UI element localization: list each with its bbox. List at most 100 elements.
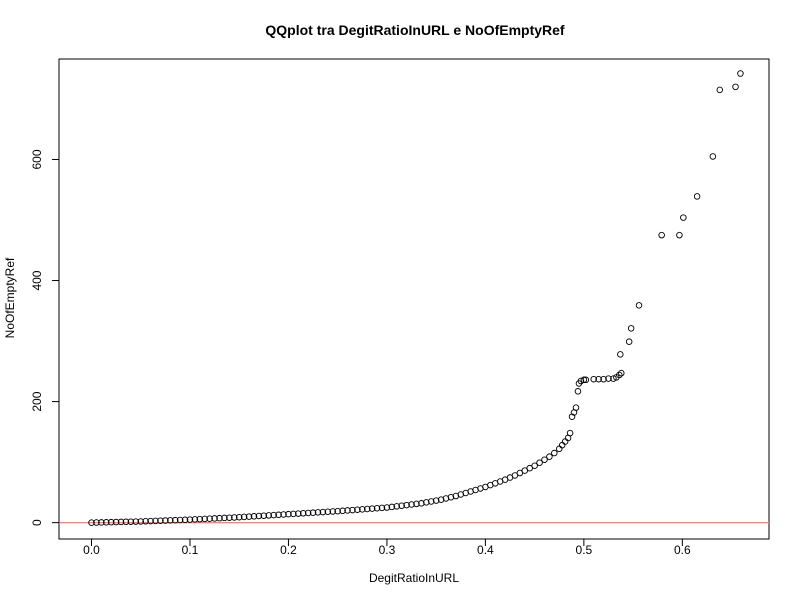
data-point: [339, 507, 346, 515]
data-point: [265, 512, 273, 519]
x-tick-label: 0.6: [674, 543, 691, 557]
data-point: [561, 438, 569, 445]
data-point: [329, 508, 337, 515]
data-point: [191, 516, 199, 523]
y-axis-label: NoOfEmptyRef: [3, 257, 17, 338]
data-point: [260, 512, 268, 519]
data-point: [226, 514, 233, 521]
data-point: [206, 515, 213, 522]
data-point: [393, 503, 401, 510]
x-tick-label: 0.3: [379, 543, 396, 557]
data-point: [432, 497, 440, 504]
data-point: [610, 375, 617, 382]
data-point: [595, 375, 602, 383]
data-point: [152, 517, 159, 525]
data-point: [388, 503, 396, 511]
x-tick-label: 0.4: [477, 543, 494, 557]
data-point: [383, 504, 391, 511]
data-point: [582, 376, 590, 384]
data-point: [162, 517, 169, 524]
data-point: [255, 512, 263, 520]
data-point: [211, 515, 218, 522]
data-point: [127, 518, 135, 525]
data-point: [447, 493, 455, 501]
data-point: [107, 518, 115, 526]
data-point: [216, 514, 223, 522]
x-tick-label: 0.1: [182, 543, 199, 557]
data-point: [427, 498, 435, 505]
data-point: [181, 516, 189, 524]
data-point: [574, 388, 582, 395]
data-point: [93, 519, 100, 526]
data-point: [605, 375, 612, 382]
data-point: [167, 517, 174, 524]
data-point: [363, 505, 371, 513]
data-point: [171, 516, 179, 524]
data-point: [732, 83, 739, 91]
data-point: [566, 429, 574, 437]
x-tick-label: 0.2: [280, 543, 297, 557]
data-point: [98, 519, 105, 526]
data-point: [142, 518, 149, 525]
data-point: [122, 518, 130, 526]
data-point: [680, 214, 687, 221]
data-point: [112, 518, 120, 526]
data-point: [531, 462, 538, 470]
y-tick-label: 600: [30, 149, 44, 169]
data-point: [378, 504, 386, 512]
x-tick-label: 0.5: [576, 543, 593, 557]
data-point: [442, 495, 450, 502]
data-point: [709, 153, 717, 160]
data-point: [147, 517, 154, 525]
data-point: [334, 507, 341, 515]
data-point: [132, 518, 140, 525]
data-point: [88, 519, 95, 526]
data-point: [558, 441, 566, 449]
data-point: [398, 502, 405, 509]
data-point: [319, 508, 327, 516]
y-tick-label: 200: [30, 391, 44, 411]
data-point: [221, 514, 228, 522]
data-point: [577, 377, 585, 385]
data-point: [309, 509, 317, 516]
y-tick-label: 400: [30, 270, 44, 290]
data-point: [314, 509, 322, 516]
data-point: [231, 514, 238, 521]
data-point: [572, 404, 580, 411]
data-point: [157, 517, 164, 524]
data-point: [354, 506, 361, 513]
scatter-points: [88, 70, 744, 526]
y-tick-label: 0: [30, 519, 44, 526]
data-point: [186, 516, 194, 523]
data-point: [176, 516, 184, 524]
data-point: [541, 456, 548, 463]
data-point: [280, 511, 287, 518]
data-point: [716, 86, 724, 94]
data-point: [304, 509, 312, 517]
plot-frame: [58, 58, 770, 540]
data-point: [295, 510, 302, 517]
data-point: [658, 231, 665, 239]
data-point: [568, 413, 576, 420]
data-point: [201, 515, 208, 523]
data-point: [580, 376, 588, 384]
data-point: [235, 513, 243, 521]
y-axis: 0 200 400 600: [30, 149, 60, 526]
data-point: [555, 445, 563, 453]
data-point: [627, 325, 635, 332]
data-point: [423, 499, 430, 506]
data-point: [590, 375, 597, 383]
data-point: [600, 375, 607, 383]
data-point: [299, 510, 307, 517]
data-point: [240, 513, 248, 521]
data-point: [117, 518, 125, 526]
x-axis: 0.0 0.1 0.2 0.3 0.4 0.5 0.6: [83, 538, 691, 557]
data-point: [275, 511, 282, 519]
data-point: [324, 508, 332, 516]
data-point: [676, 231, 683, 239]
data-point: [349, 506, 356, 514]
data-point: [437, 496, 445, 503]
x-tick-label: 0.0: [83, 543, 100, 557]
data-point: [403, 501, 410, 509]
